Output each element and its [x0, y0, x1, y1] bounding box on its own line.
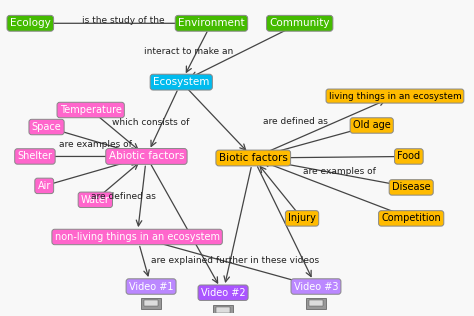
Text: is the study of the: is the study of the	[82, 16, 164, 25]
Text: Water: Water	[81, 195, 110, 205]
Text: Community: Community	[269, 18, 330, 28]
Text: are defined as: are defined as	[91, 192, 155, 201]
Text: Competition: Competition	[381, 213, 441, 223]
Text: non-living things in an ecosystem: non-living things in an ecosystem	[55, 232, 219, 242]
Text: Environment: Environment	[178, 18, 245, 28]
Text: Biotic factors: Biotic factors	[219, 153, 288, 163]
FancyBboxPatch shape	[213, 305, 233, 316]
Text: Injury: Injury	[288, 213, 316, 223]
Text: Food: Food	[397, 151, 420, 161]
FancyBboxPatch shape	[306, 298, 326, 309]
FancyBboxPatch shape	[144, 300, 158, 306]
FancyBboxPatch shape	[141, 298, 161, 309]
Text: Old age: Old age	[353, 120, 391, 131]
Text: Ecology: Ecology	[10, 18, 51, 28]
Text: living things in an ecosystem: living things in an ecosystem	[328, 92, 461, 100]
Text: Video #1: Video #1	[129, 282, 173, 292]
Text: Air: Air	[37, 181, 51, 191]
Text: interact to make an: interact to make an	[144, 47, 233, 56]
Text: Disease: Disease	[392, 182, 430, 192]
Text: Ecosystem: Ecosystem	[153, 77, 210, 87]
Text: Abiotic factors: Abiotic factors	[109, 151, 184, 161]
FancyBboxPatch shape	[309, 300, 323, 306]
Text: are examples of: are examples of	[303, 167, 375, 176]
Text: Space: Space	[32, 122, 62, 132]
Text: Temperature: Temperature	[60, 105, 122, 115]
Text: Shelter: Shelter	[18, 151, 53, 161]
FancyBboxPatch shape	[216, 307, 230, 313]
Text: are explained further in these videos: are explained further in these videos	[151, 256, 319, 265]
Text: Video #2: Video #2	[201, 288, 246, 298]
Text: Video #3: Video #3	[294, 282, 338, 292]
Text: are defined as: are defined as	[263, 117, 328, 126]
Text: which consists of: which consists of	[112, 118, 190, 127]
Text: are examples of: are examples of	[59, 140, 132, 149]
